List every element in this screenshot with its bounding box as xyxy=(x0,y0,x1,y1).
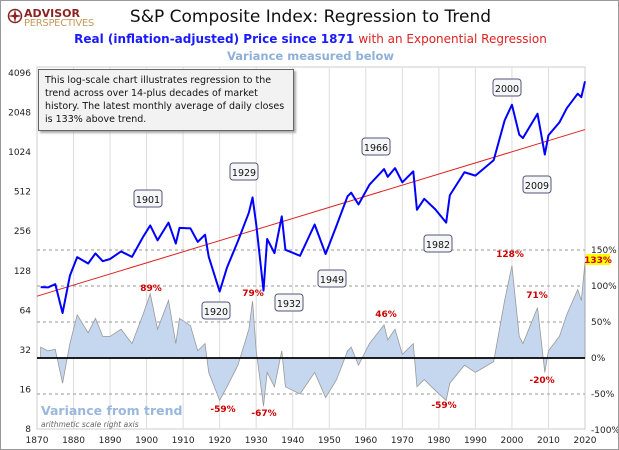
chart-subtitle: Real (inflation-adjusted) Price since 18… xyxy=(1,32,618,46)
callout-label: 1901 xyxy=(136,195,160,206)
subtitle-red: with an Exponential Regression xyxy=(358,32,547,46)
x-tick-label: 1960 xyxy=(354,436,377,446)
variance-label: 89% xyxy=(140,284,162,294)
x-tick-label: 1880 xyxy=(62,436,85,446)
variance-label: 46% xyxy=(375,310,397,320)
right-tick-label: 0% xyxy=(591,354,606,364)
callout-box xyxy=(522,175,552,194)
callout-label: 1982 xyxy=(426,240,450,251)
callout-box xyxy=(492,78,522,97)
variance-label: 133% xyxy=(584,256,612,266)
x-tick-label: 1890 xyxy=(99,436,122,446)
x-tick-label: 1980 xyxy=(427,436,450,446)
callout-label: 2000 xyxy=(495,84,519,95)
callout-box xyxy=(361,137,391,156)
chart-subtitle-2: Variance measured below xyxy=(227,49,394,63)
right-tick-label: 150% xyxy=(591,246,617,256)
trend-line xyxy=(36,129,586,297)
compass-icon xyxy=(7,8,23,24)
variance-label: -59% xyxy=(210,405,235,415)
highlight-box xyxy=(586,254,610,265)
variance-label: 128% xyxy=(496,250,524,260)
left-tick-label: 64 xyxy=(20,306,32,316)
left-tick-label: 8 xyxy=(25,425,31,435)
left-tick-label: 16 xyxy=(20,385,32,395)
x-tick-label: 1930 xyxy=(245,436,268,446)
x-tick-label: 1970 xyxy=(391,436,414,446)
variance-subtitle: arithmetic scale right axis xyxy=(41,420,139,429)
note-box: This log-scale chart illustrates regress… xyxy=(38,69,294,131)
variance-label: 71% xyxy=(526,291,548,301)
x-tick-label: 1940 xyxy=(281,436,304,446)
callout-label: 1966 xyxy=(364,143,388,154)
left-tick-label: 2048 xyxy=(8,109,31,119)
callout-box xyxy=(201,301,231,320)
x-tick-label: 1920 xyxy=(208,436,231,446)
callout-label: 1949 xyxy=(320,275,344,286)
x-tick-label: 1990 xyxy=(464,436,487,446)
right-tick-label: -100% xyxy=(591,426,619,436)
left-tick-label: 512 xyxy=(14,188,31,198)
left-tick-label: 256 xyxy=(14,227,31,237)
logo-text-2: PERSPECTIVES xyxy=(24,18,94,29)
x-tick-label: 1910 xyxy=(172,436,195,446)
x-tick-label: 2010 xyxy=(537,436,560,446)
left-tick-label: 128 xyxy=(14,267,31,277)
callout-box xyxy=(317,269,347,288)
x-tick-label: 2020 xyxy=(574,436,597,446)
callout-box xyxy=(274,293,304,312)
chart-title: S&P Composite Index: Regression to Trend xyxy=(129,7,492,27)
plot-frame xyxy=(36,66,586,430)
left-tick-label: 4096 xyxy=(8,69,31,79)
callout-label: 1932 xyxy=(277,299,301,310)
right-tick-label: 100% xyxy=(591,282,617,292)
variance-title: Variance from trend xyxy=(41,403,182,418)
callout-label: 1920 xyxy=(204,307,228,318)
callout-box xyxy=(229,162,259,181)
callout-box xyxy=(423,234,453,253)
callout-label: 1929 xyxy=(232,168,256,179)
variance-area xyxy=(40,262,586,407)
variance-label: -59% xyxy=(431,401,456,411)
x-tick-label: 1870 xyxy=(26,436,49,446)
callout-label: 2009 xyxy=(525,181,549,192)
variance-label: -67% xyxy=(251,409,276,419)
subtitle-blue: Real (inflation-adjusted) Price since 18… xyxy=(74,32,355,46)
x-tick-label: 1900 xyxy=(135,436,158,446)
x-tick-label: 2000 xyxy=(500,436,523,446)
callout-box xyxy=(133,189,163,208)
right-tick-label: -50% xyxy=(591,390,615,400)
right-tick-label: 50% xyxy=(591,318,611,328)
price-line xyxy=(40,81,586,314)
logo-text-1: ADVISOR xyxy=(24,7,80,20)
left-tick-label: 32 xyxy=(20,346,31,356)
x-tick-label: 1950 xyxy=(318,436,341,446)
left-tick-label: 1024 xyxy=(8,148,31,158)
variance-label: 79% xyxy=(242,289,264,299)
variance-label: -20% xyxy=(529,376,554,386)
